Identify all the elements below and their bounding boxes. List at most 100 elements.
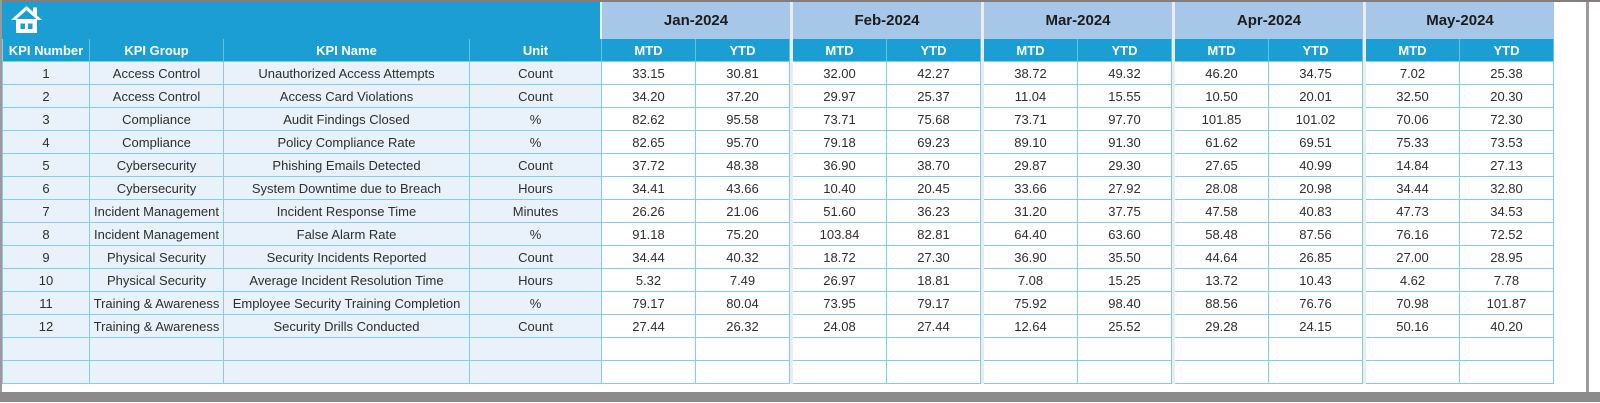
value-cell[interactable]: 32.80 bbox=[1460, 177, 1554, 200]
kpi-cell[interactable]: Employee Security Training Completion bbox=[224, 292, 470, 315]
subcolumn-header-ytd[interactable]: YTD bbox=[1269, 39, 1363, 62]
value-cell[interactable]: 80.04 bbox=[696, 292, 790, 315]
value-cell[interactable]: 47.73 bbox=[1366, 200, 1460, 223]
value-cell[interactable] bbox=[602, 361, 696, 384]
value-cell[interactable]: 26.26 bbox=[602, 200, 696, 223]
value-cell[interactable]: 95.58 bbox=[696, 108, 790, 131]
value-cell[interactable]: 75.92 bbox=[984, 292, 1078, 315]
value-cell[interactable]: 27.00 bbox=[1366, 246, 1460, 269]
value-cell[interactable]: 73.71 bbox=[793, 108, 887, 131]
value-cell[interactable]: 10.50 bbox=[1175, 85, 1269, 108]
value-cell[interactable]: 82.62 bbox=[602, 108, 696, 131]
value-cell[interactable]: 47.58 bbox=[1175, 200, 1269, 223]
value-cell[interactable]: 73.53 bbox=[1460, 131, 1554, 154]
value-cell[interactable]: 13.72 bbox=[1175, 269, 1269, 292]
value-cell[interactable]: 44.64 bbox=[1175, 246, 1269, 269]
kpi-cell[interactable]: 12 bbox=[2, 315, 90, 338]
value-cell[interactable]: 48.38 bbox=[696, 154, 790, 177]
value-cell[interactable]: 28.08 bbox=[1175, 177, 1269, 200]
value-cell[interactable]: 101.85 bbox=[1175, 108, 1269, 131]
value-cell[interactable]: 20.98 bbox=[1269, 177, 1363, 200]
subcolumn-header-ytd[interactable]: YTD bbox=[696, 39, 790, 62]
value-cell[interactable]: 82.81 bbox=[887, 223, 981, 246]
value-cell[interactable] bbox=[1078, 361, 1172, 384]
value-cell[interactable]: 36.90 bbox=[984, 246, 1078, 269]
value-cell[interactable]: 40.32 bbox=[696, 246, 790, 269]
value-cell[interactable]: 24.15 bbox=[1269, 315, 1363, 338]
value-cell[interactable]: 91.18 bbox=[602, 223, 696, 246]
kpi-cell[interactable]: False Alarm Rate bbox=[224, 223, 470, 246]
value-cell[interactable]: 73.71 bbox=[984, 108, 1078, 131]
value-cell[interactable]: 36.23 bbox=[887, 200, 981, 223]
value-cell[interactable]: 25.37 bbox=[887, 85, 981, 108]
value-cell[interactable] bbox=[1078, 338, 1172, 361]
value-cell[interactable]: 20.01 bbox=[1269, 85, 1363, 108]
month-header[interactable]: Mar-2024 bbox=[984, 2, 1172, 39]
subcolumn-header-mtd[interactable]: MTD bbox=[793, 39, 887, 62]
value-cell[interactable]: 69.23 bbox=[887, 131, 981, 154]
kpi-cell[interactable]: 1 bbox=[2, 62, 90, 85]
value-cell[interactable]: 70.06 bbox=[1366, 108, 1460, 131]
column-header[interactable]: KPI Name bbox=[224, 39, 470, 62]
kpi-cell[interactable]: Audit Findings Closed bbox=[224, 108, 470, 131]
kpi-cell[interactable]: 4 bbox=[2, 131, 90, 154]
value-cell[interactable]: 30.81 bbox=[696, 62, 790, 85]
value-cell[interactable]: 79.17 bbox=[887, 292, 981, 315]
value-cell[interactable]: 50.16 bbox=[1366, 315, 1460, 338]
month-header[interactable]: Jan-2024 bbox=[602, 2, 790, 39]
value-cell[interactable]: 75.68 bbox=[887, 108, 981, 131]
kpi-cell[interactable]: Hours bbox=[470, 177, 602, 200]
value-cell[interactable]: 14.84 bbox=[1366, 154, 1460, 177]
kpi-cell[interactable]: % bbox=[470, 292, 602, 315]
value-cell[interactable] bbox=[793, 361, 887, 384]
kpi-cell[interactable]: Incident Management bbox=[90, 200, 224, 223]
kpi-cell[interactable]: 11 bbox=[2, 292, 90, 315]
kpi-cell[interactable]: Hours bbox=[470, 269, 602, 292]
value-cell[interactable]: 97.70 bbox=[1078, 108, 1172, 131]
kpi-cell[interactable] bbox=[2, 361, 90, 384]
value-cell[interactable]: 34.20 bbox=[602, 85, 696, 108]
value-cell[interactable]: 34.44 bbox=[1366, 177, 1460, 200]
home-button[interactable] bbox=[2, 2, 602, 39]
value-cell[interactable]: 26.85 bbox=[1269, 246, 1363, 269]
value-cell[interactable]: 27.13 bbox=[1460, 154, 1554, 177]
kpi-cell[interactable]: Incident Management bbox=[90, 223, 224, 246]
value-cell[interactable]: 33.15 bbox=[602, 62, 696, 85]
value-cell[interactable]: 34.44 bbox=[602, 246, 696, 269]
value-cell[interactable] bbox=[696, 338, 790, 361]
value-cell[interactable]: 101.87 bbox=[1460, 292, 1554, 315]
value-cell[interactable]: 37.20 bbox=[696, 85, 790, 108]
kpi-cell[interactable]: 10 bbox=[2, 269, 90, 292]
value-cell[interactable]: 40.83 bbox=[1269, 200, 1363, 223]
value-cell[interactable]: 27.65 bbox=[1175, 154, 1269, 177]
value-cell[interactable]: 32.50 bbox=[1366, 85, 1460, 108]
kpi-cell[interactable]: 7 bbox=[2, 200, 90, 223]
subcolumn-header-mtd[interactable]: MTD bbox=[984, 39, 1078, 62]
value-cell[interactable]: 40.20 bbox=[1460, 315, 1554, 338]
kpi-cell[interactable]: 9 bbox=[2, 246, 90, 269]
value-cell[interactable]: 18.72 bbox=[793, 246, 887, 269]
subcolumn-header-mtd[interactable]: MTD bbox=[1366, 39, 1460, 62]
kpi-cell[interactable]: Count bbox=[470, 246, 602, 269]
value-cell[interactable]: 75.20 bbox=[696, 223, 790, 246]
kpi-cell[interactable]: Count bbox=[470, 154, 602, 177]
value-cell[interactable]: 18.81 bbox=[887, 269, 981, 292]
value-cell[interactable]: 27.44 bbox=[887, 315, 981, 338]
kpi-cell[interactable]: Unauthorized Access Attempts bbox=[224, 62, 470, 85]
value-cell[interactable] bbox=[696, 361, 790, 384]
value-cell[interactable]: 75.33 bbox=[1366, 131, 1460, 154]
value-cell[interactable]: 34.53 bbox=[1460, 200, 1554, 223]
value-cell[interactable]: 7.49 bbox=[696, 269, 790, 292]
value-cell[interactable]: 51.60 bbox=[793, 200, 887, 223]
value-cell[interactable]: 15.55 bbox=[1078, 85, 1172, 108]
value-cell[interactable]: 28.95 bbox=[1460, 246, 1554, 269]
subcolumn-header-ytd[interactable]: YTD bbox=[887, 39, 981, 62]
value-cell[interactable]: 87.56 bbox=[1269, 223, 1363, 246]
value-cell[interactable]: 10.40 bbox=[793, 177, 887, 200]
kpi-cell[interactable]: 3 bbox=[2, 108, 90, 131]
value-cell[interactable]: 40.99 bbox=[1269, 154, 1363, 177]
value-cell[interactable]: 12.64 bbox=[984, 315, 1078, 338]
value-cell[interactable]: 26.97 bbox=[793, 269, 887, 292]
value-cell[interactable]: 38.70 bbox=[887, 154, 981, 177]
value-cell[interactable]: 76.76 bbox=[1269, 292, 1363, 315]
